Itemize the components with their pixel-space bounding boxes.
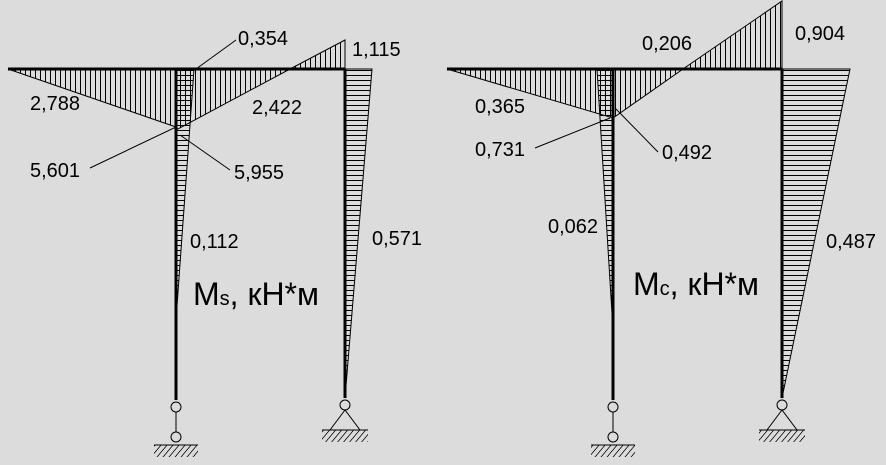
diagram-title: Ms, кН*м xyxy=(193,276,319,312)
frame-s: 0,354 1,115 2,788 2,422 5,601 5,955 0,11… xyxy=(7,28,422,457)
support xyxy=(154,399,368,457)
title-unit: , кН*м xyxy=(230,276,319,312)
value-label: 2,788 xyxy=(30,93,80,115)
frame-c: 0,206 0,904 0,365 0,731 0,492 0,062 0,48… xyxy=(446,0,876,457)
value-label: 0,904 xyxy=(795,23,845,45)
moment-area xyxy=(344,68,373,399)
value-label: 0,354 xyxy=(238,28,288,50)
value-label: 0,487 xyxy=(826,231,876,253)
value-label: 1,115 xyxy=(352,39,401,61)
value-label: 0,062 xyxy=(548,216,598,238)
value-label: 0,492 xyxy=(662,142,712,164)
title-symbol: M xyxy=(193,276,220,312)
moment-area xyxy=(612,68,685,119)
value-label: 2,422 xyxy=(252,97,302,119)
value-label: 0,206 xyxy=(642,33,692,55)
value-label: 5,955 xyxy=(234,162,284,184)
value-label: 5,601 xyxy=(30,160,80,182)
title-subscript: s xyxy=(220,288,230,310)
moment-area xyxy=(596,68,614,331)
value-label: 0,731 xyxy=(475,139,525,161)
moment-area xyxy=(289,39,346,70)
support xyxy=(591,399,805,457)
diagram-title: Mc, кН*м xyxy=(633,266,759,302)
value-label: 0,365 xyxy=(475,96,525,118)
title-unit: , кН*м xyxy=(670,266,759,302)
title-subscript: c xyxy=(660,278,670,300)
leaders xyxy=(89,39,237,171)
value-label: 0,112 xyxy=(190,231,239,253)
leaders xyxy=(534,107,659,153)
moment-area xyxy=(175,68,195,321)
moment-area xyxy=(681,0,783,70)
title-symbol: M xyxy=(633,266,660,302)
moment-area xyxy=(446,68,614,119)
value-label: 0,571 xyxy=(372,228,422,250)
